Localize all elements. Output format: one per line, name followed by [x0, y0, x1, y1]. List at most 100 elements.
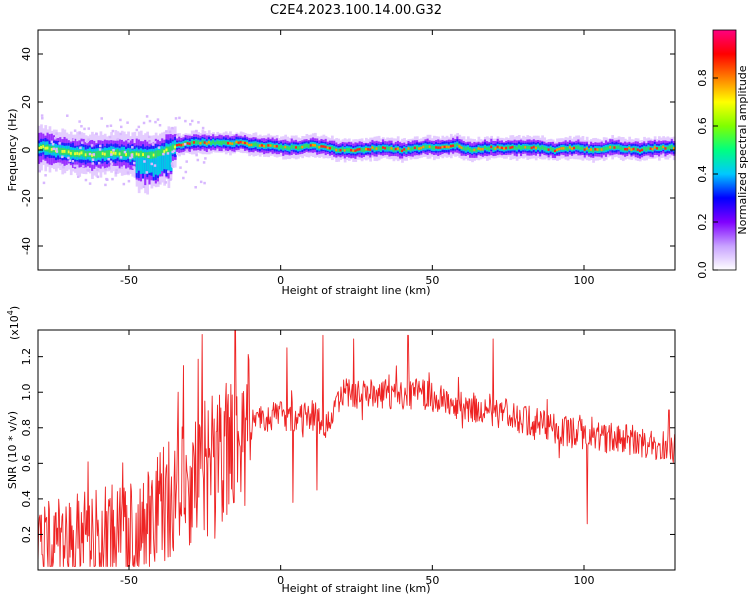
- spectrogram-speckle: [44, 174, 47, 177]
- spectrogram-core-band: [462, 146, 466, 151]
- spectrogram-speckle: [52, 147, 55, 151]
- spectrogram-peak-band: [435, 146, 438, 149]
- spectrogram-core-band: [159, 150, 162, 156]
- spectrogram-speckle: [41, 117, 44, 120]
- spectrogram-peak-band: [314, 144, 317, 147]
- spectrogram-speckle: [145, 171, 149, 174]
- spectrogram-core-band: [220, 141, 224, 146]
- spectrogram-core-band: [224, 141, 228, 145]
- spectrogram-speckle: [130, 155, 134, 159]
- spectrogram-speckle: [126, 121, 129, 124]
- spectrogram-peak-band: [381, 146, 385, 149]
- spectrogram-peak-band: [443, 145, 447, 149]
- spectrogram-core-band: [617, 145, 621, 149]
- spectrogram-speckle: [87, 127, 91, 130]
- spectrogram-core-band: [316, 145, 319, 149]
- spectrogram-speckle: [126, 171, 130, 174]
- spectrogram-peak-band: [318, 146, 321, 149]
- spectrogram-speckle: [58, 162, 62, 166]
- spectrogram-speckle: [142, 185, 146, 189]
- spectrogram-speckle: [78, 120, 81, 123]
- spectrogram-inner-band: [150, 148, 154, 173]
- spectrogram-core-band: [432, 146, 436, 150]
- spectrogram-speckle: [119, 118, 122, 122]
- spectrogram-speckle: [170, 162, 174, 165]
- spectrogram-peak-band: [203, 141, 207, 144]
- spectrogram-core-band: [97, 150, 101, 158]
- spectrogram-core-band: [290, 145, 294, 149]
- spectrogram-core-band: [536, 145, 540, 149]
- spectrogram-peak-band: [176, 143, 179, 147]
- spectrogram-speckle: [135, 128, 139, 132]
- spectrogram-peak-band: [275, 145, 279, 148]
- spectrogram-speckle: [67, 156, 70, 160]
- spectrogram-speckle: [130, 153, 134, 157]
- spectrogram-speckle: [91, 162, 94, 165]
- spectrogram-speckle: [119, 156, 123, 159]
- spectrogram-core-band: [297, 146, 300, 150]
- spectrogram-peak-band: [407, 147, 410, 150]
- spectrogram-speckle: [158, 124, 162, 127]
- spectrogram-peak-band: [84, 153, 88, 157]
- spectrogram-peak-band: [390, 147, 393, 150]
- spectrogram-speckle: [53, 137, 57, 140]
- spectrogram-core-band: [331, 146, 334, 150]
- spectrogram-peak-band: [67, 150, 71, 154]
- spectrogram-speckle: [179, 166, 182, 169]
- spectrogram-speckle: [142, 121, 146, 125]
- spectrogram-peak-band: [61, 149, 64, 153]
- spectrogram-speckle: [73, 164, 76, 168]
- spectrogram-speckle: [98, 148, 102, 151]
- spectrogram-peak-band: [473, 148, 476, 152]
- spectrogram-core-band: [299, 145, 302, 150]
- spectrogram-core-band: [581, 146, 585, 150]
- spectrogram-speckle: [153, 140, 157, 144]
- spectrogram-speckle: [87, 168, 90, 172]
- spectrogram-core-band: [360, 147, 364, 152]
- spectrogram-core-band: [82, 149, 86, 158]
- spectrogram-peak-band: [590, 148, 593, 151]
- spectrogram-speckle: [151, 143, 155, 146]
- spectrogram-peak-band: [248, 143, 251, 147]
- spectrogram-peak-band: [263, 144, 266, 148]
- spectrogram-peak-band: [320, 145, 323, 148]
- spectrogram-speckle: [166, 152, 170, 155]
- snr-scale-prefix: (x10: [8, 315, 21, 340]
- spectrogram-speckle: [147, 155, 150, 158]
- spectrogram-peak-band: [422, 145, 425, 149]
- spectrogram-speckle: [85, 140, 89, 144]
- spectrogram-core-band: [670, 145, 674, 149]
- spectrogram-core-band: [288, 146, 292, 151]
- spectrogram-peak-band: [182, 143, 185, 146]
- spectrogram-peak-band: [649, 147, 653, 150]
- spectrogram-core-band: [146, 152, 150, 159]
- spectrogram-core-band: [190, 140, 194, 145]
- spectrogram-peak-band: [413, 146, 417, 150]
- spectrogram-core-band: [148, 151, 152, 159]
- spectrogram-inner-band: [152, 148, 156, 177]
- spectrogram-speckle: [55, 132, 58, 135]
- spectrogram-core-band: [254, 142, 258, 146]
- spectrogram-speckle: [68, 159, 72, 162]
- spectrogram-core-band: [543, 146, 547, 151]
- spectrogram-speckle: [137, 125, 141, 129]
- spectrogram-speckle: [50, 140, 54, 144]
- spectrogram-core-band: [526, 145, 530, 150]
- spectrogram-speckle: [171, 126, 174, 130]
- spectrogram-peak-band: [662, 145, 665, 149]
- spectrogram-peak-band: [570, 147, 574, 150]
- spectrogram-core-band: [167, 146, 171, 153]
- spectrogram-core-band: [658, 146, 661, 151]
- spectrogram-core-band: [471, 148, 474, 153]
- spectrogram-core-band: [139, 150, 143, 158]
- spectrogram-speckle: [167, 170, 170, 173]
- spectrogram-core-band: [424, 145, 428, 149]
- spectrogram-speckle: [202, 161, 206, 164]
- y-tick-label: -20: [20, 189, 33, 207]
- spectrogram-speckle: [72, 138, 75, 141]
- spectrogram-core-band: [386, 146, 389, 150]
- spectrogram-peak-band: [664, 147, 667, 150]
- colorbar-tick-label: 0.2: [696, 213, 709, 231]
- spectrogram-core-band: [86, 151, 90, 157]
- spectrogram-peak-band: [384, 146, 387, 150]
